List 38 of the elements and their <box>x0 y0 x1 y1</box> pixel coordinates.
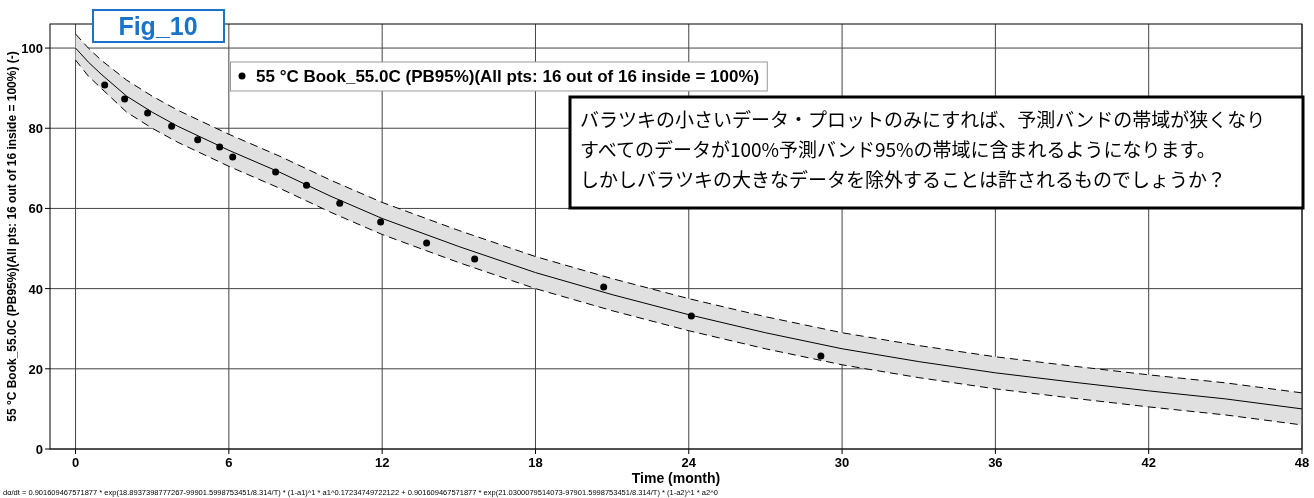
x-tick-label: 0 <box>71 455 80 470</box>
y-tick-label: 80 <box>28 121 43 137</box>
point <box>687 312 695 320</box>
point <box>194 136 202 144</box>
point <box>377 218 385 226</box>
point <box>336 199 344 207</box>
y-tick-label: 20 <box>28 361 43 377</box>
point <box>168 122 176 130</box>
annotation: すべてのデータが100%予測バンド95%の帯域に含まれるようになります。 <box>580 135 1216 162</box>
y-axis-title: 55 °C Book_55.0C (PB95%)(All pts: 16 out of 16 inside = 100%) (-) <box>5 51 19 422</box>
point <box>216 143 224 151</box>
y-tick-label: 100 <box>21 41 43 57</box>
y-tick-label: 0 <box>35 442 43 457</box>
x-axis-title: Time (month) <box>631 470 721 486</box>
y-tick-label: 60 <box>28 201 43 217</box>
point <box>471 255 479 263</box>
point <box>272 168 280 176</box>
x-tick-label: 6 <box>225 455 233 470</box>
y-tick-label: 40 <box>28 281 43 297</box>
x-tick-label: 12 <box>374 455 390 470</box>
x-tick-label: 36 <box>988 455 1003 470</box>
annotation: Fig_10 <box>118 12 198 40</box>
annotation: しかしバラツキの大きなデータを除外することは許されるものでしょうか？ <box>580 165 1227 192</box>
point <box>423 239 431 247</box>
x-tick-label: 42 <box>1141 455 1156 470</box>
point <box>101 81 109 89</box>
point <box>817 352 825 360</box>
point <box>144 109 152 117</box>
x-tick-label: 48 <box>1294 455 1310 470</box>
point <box>121 95 129 103</box>
point <box>600 283 608 291</box>
x-tick-label: 18 <box>528 455 543 470</box>
point <box>229 153 237 161</box>
x-tick-label: 30 <box>834 455 850 470</box>
x-tick-label: 24 <box>681 455 697 470</box>
legend-label: 55 °C Book_55.0C (PB95%)(All pts: 16 out of 16 inside = 100%) <box>256 67 760 86</box>
annotation: バラツキの小さいデータ・プロットのみにすれば、予測バンドの帯域が狭くなり <box>580 105 1266 132</box>
point <box>303 181 311 189</box>
